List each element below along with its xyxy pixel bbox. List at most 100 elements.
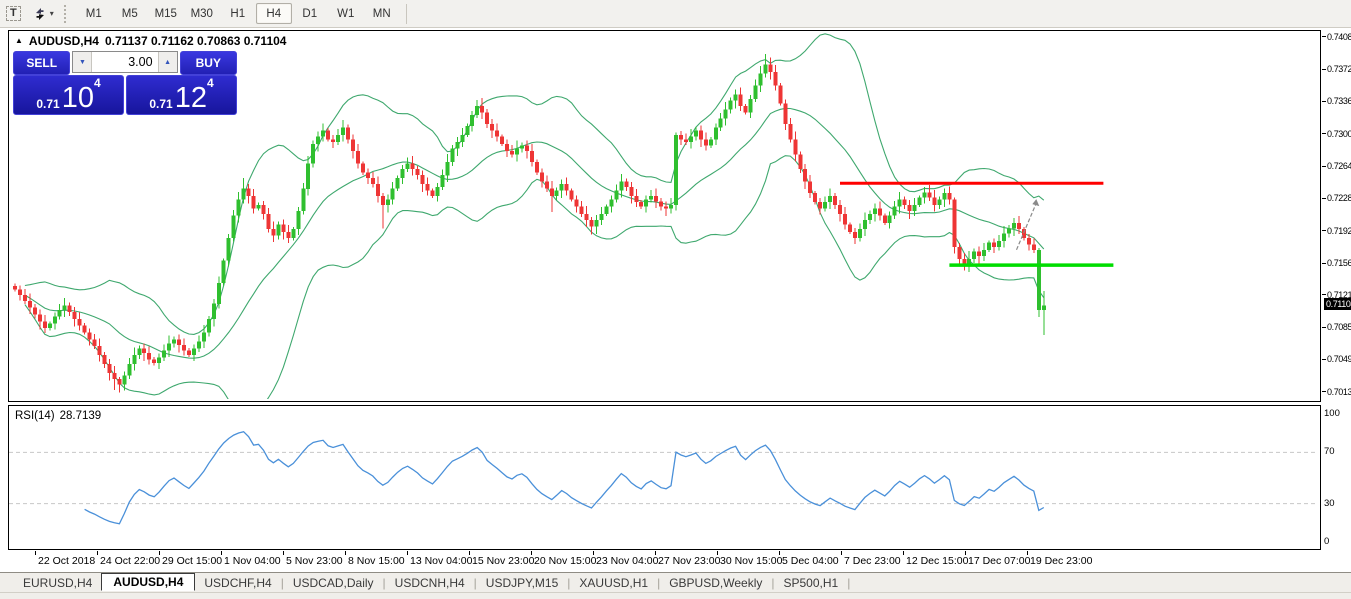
bollinger-middle — [24, 107, 1045, 359]
time-axis-label: 5 Nov 23:00 — [286, 555, 343, 567]
time-axis-label: 22 Oct 2018 — [38, 555, 96, 567]
tab-separator: | — [280, 575, 284, 590]
spinner-down-icon: ▼ — [78, 58, 86, 66]
ask-price-prefix: 0.71 — [149, 97, 173, 111]
rsi-value: 28.7139 — [59, 410, 102, 422]
volume-decrease-button[interactable]: ▼ — [73, 52, 93, 72]
time-axis-label: 7 Dec 23:00 — [844, 555, 901, 567]
tab-SP500-H1[interactable]: SP500,H1 — [783, 575, 839, 590]
timeframe-button-H4[interactable]: H4 — [255, 3, 292, 24]
tab-AUDUSD-H4[interactable]: AUDUSD,H4 — [101, 572, 196, 591]
one-click-trading-panel: SELL ▼ 3.00 ▲ BUY 0.71 10 4 — [13, 51, 238, 115]
time-axis-tick — [965, 551, 966, 555]
chart-symbol-period: AUDUSD,H4 — [28, 34, 99, 48]
chart-title: ▲ AUDUSD,H4 0.71137 0.71162 0.70863 0.71… — [15, 34, 286, 48]
spinner-up-icon: ▲ — [164, 58, 172, 66]
collapse-triangle-icon[interactable]: ▲ — [15, 36, 23, 45]
timeframe-button-M5[interactable]: M5 — [121, 7, 138, 20]
candles — [13, 53, 1046, 393]
price-chart[interactable]: ▲ AUDUSD,H4 0.71137 0.71162 0.70863 0.71… — [8, 30, 1321, 402]
rsi-axis-label: 70 — [1324, 446, 1335, 458]
timeframe-group: M1 M5 M15 M30 H1 H4 D1 W1 MN — [76, 3, 400, 24]
time-axis-tick — [903, 551, 904, 555]
timeframe-button-M30[interactable]: M30 — [190, 7, 213, 20]
arrows-icon — [35, 7, 44, 20]
trade-panel-controls: SELL ▼ 3.00 ▲ BUY — [13, 51, 238, 75]
chart-tab-bar: EURUSD,H4 AUDUSD,H4 USDCHF,H4 | USDCAD,Daily… — [0, 572, 1351, 592]
arrows-tool-button[interactable]: ▾ — [29, 3, 58, 25]
tab-GBPUSD-Weekly[interactable]: GBPUSD,Weekly — [669, 575, 763, 590]
bid-price-sup: 4 — [93, 76, 101, 90]
time-axis-tick — [283, 551, 284, 555]
rsi-canvas — [9, 430, 1318, 525]
ask-price-tile[interactable]: 0.71 12 4 — [126, 75, 237, 115]
rsi-indicator-chart[interactable]: RSI(14) 28.7139 — [8, 405, 1321, 550]
tab-USDCNH-H4[interactable]: USDCNH,H4 — [394, 575, 465, 590]
tab-separator: | — [771, 575, 775, 590]
tab-USDCHF-H4[interactable]: USDCHF,H4 — [204, 575, 272, 590]
tab-separator: | — [567, 575, 571, 590]
time-axis-label: 27 Nov 23:00 — [658, 555, 721, 567]
time-axis-tick — [469, 551, 470, 555]
time-axis-label: 23 Nov 04:00 — [596, 555, 659, 567]
time-axis-tick — [655, 551, 656, 555]
time-axis-tick — [97, 551, 98, 555]
rsi-levels — [9, 451, 1318, 505]
bollinger-lower — [24, 155, 1045, 399]
time-axis-label: 13 Nov 04:00 — [410, 555, 473, 567]
timeframe-button-H1[interactable]: H1 — [230, 7, 246, 20]
time-axis-tick — [35, 551, 36, 555]
timeframe-button-M1[interactable]: M1 — [85, 7, 102, 20]
toolbar-separator — [405, 3, 407, 24]
time-axis-tick — [1027, 551, 1028, 555]
tab-USDJPY-M15[interactable]: USDJPY,M15 — [485, 575, 559, 590]
tab-XAUUSD-H1[interactable]: XAUUSD,H1 — [579, 575, 649, 590]
sell-button[interactable]: SELL — [13, 51, 71, 75]
time-axis-label: 8 Nov 15:00 — [348, 555, 405, 567]
time-axis-tick — [717, 551, 718, 555]
ask-price-sup: 4 — [206, 76, 214, 90]
buy-button[interactable]: BUY — [179, 51, 238, 75]
tab-USDCAD-Daily[interactable]: USDCAD,Daily — [292, 575, 374, 590]
chart-ohlc-values: 0.71137 0.71162 0.70863 0.71104 — [104, 34, 287, 48]
time-axis-label: 20 Nov 15:00 — [534, 555, 597, 567]
current-price-tag: 0.71104 — [1324, 298, 1351, 311]
timeframe-button-MN[interactable]: MN — [372, 7, 391, 20]
time-axis-tick — [531, 551, 532, 555]
time-axis-label: 19 Dec 23:00 — [1030, 555, 1093, 567]
volume-field[interactable]: 3.00 — [128, 55, 153, 69]
time-axis-label: 30 Nov 15:00 — [720, 555, 783, 567]
rsi-label-row: RSI(14) 28.7139 — [15, 410, 101, 422]
tab-separator: | — [382, 575, 386, 590]
volume-increase-button[interactable]: ▲ — [157, 52, 177, 72]
text-label-tool-button[interactable]: T — [2, 3, 25, 25]
time-axis-tick — [593, 551, 594, 555]
time-axis-tick — [779, 551, 780, 555]
bollinger-upper — [24, 33, 1045, 335]
bid-price-tile[interactable]: 0.71 10 4 — [13, 75, 124, 115]
toolbar-grip — [63, 4, 70, 23]
status-bar — [0, 592, 1351, 599]
trend-arrow-head — [1032, 199, 1040, 207]
time-axis-tick — [407, 551, 408, 555]
timeframe-button-D1[interactable]: D1 — [302, 7, 318, 20]
chevron-down-icon: ▾ — [49, 9, 54, 18]
timeframe-button-W1[interactable]: W1 — [337, 7, 355, 20]
timeframe-button-M15[interactable]: M15 — [154, 7, 177, 20]
ask-price-big: 12 — [174, 82, 207, 114]
trend-arrow[interactable] — [1015, 202, 1037, 251]
time-axis-label: 29 Oct 15:00 — [162, 555, 223, 567]
tab-EURUSD-H4[interactable]: EURUSD,H4 — [23, 575, 93, 590]
rsi-axis-label: 30 — [1324, 497, 1335, 509]
